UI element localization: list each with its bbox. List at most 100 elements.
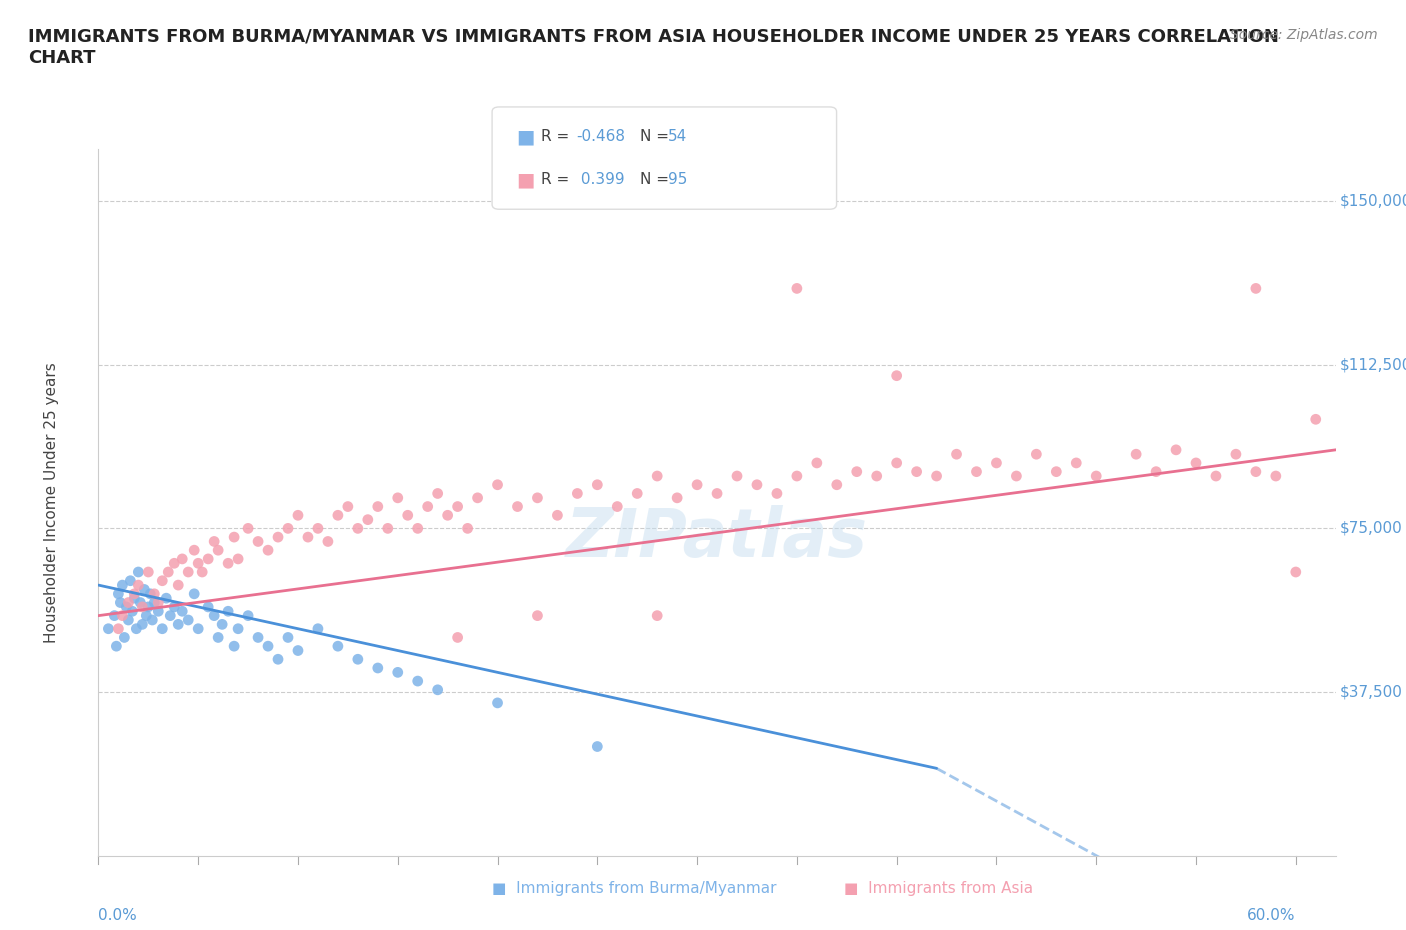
Point	[316, 534, 339, 549]
Text: $37,500: $37,500	[1340, 684, 1403, 699]
Point	[172, 551, 194, 566]
Text: R =: R =	[541, 172, 575, 187]
Point	[426, 486, 449, 501]
Point	[1144, 464, 1167, 479]
Point	[177, 565, 200, 579]
Point	[236, 608, 259, 623]
Point	[159, 608, 181, 623]
Point	[115, 600, 138, 615]
Point	[107, 621, 129, 636]
Text: ■: ■	[516, 170, 534, 189]
Point	[148, 595, 170, 610]
Point	[307, 521, 329, 536]
Point	[966, 464, 988, 479]
Point	[163, 600, 186, 615]
Point	[197, 600, 219, 615]
Point	[224, 530, 246, 545]
Point	[111, 578, 134, 592]
Point	[247, 534, 270, 549]
Point	[706, 486, 728, 501]
Text: N =: N =	[640, 129, 673, 144]
Point	[129, 595, 152, 610]
Point	[163, 556, 186, 571]
Point	[202, 534, 225, 549]
Point	[127, 578, 149, 592]
Point	[506, 499, 529, 514]
Text: Source: ZipAtlas.com: Source: ZipAtlas.com	[1230, 28, 1378, 42]
Point	[446, 630, 468, 644]
Point	[1125, 446, 1147, 461]
Point	[626, 486, 648, 501]
Point	[167, 617, 190, 631]
Point	[786, 281, 808, 296]
Point	[645, 608, 668, 623]
Point	[124, 591, 146, 605]
Text: ■  Immigrants from Burma/Myanmar: ■ Immigrants from Burma/Myanmar	[492, 881, 776, 896]
Point	[1185, 456, 1208, 471]
Text: ■: ■	[516, 127, 534, 146]
Point	[150, 573, 173, 588]
Point	[745, 477, 768, 492]
Point	[1264, 469, 1286, 484]
Point	[416, 499, 439, 514]
Text: 0.399: 0.399	[576, 172, 626, 187]
Point	[267, 652, 290, 667]
Point	[886, 368, 908, 383]
Point	[172, 604, 194, 618]
Point	[567, 486, 589, 501]
Point	[526, 608, 548, 623]
Point	[207, 543, 229, 558]
Point	[1205, 469, 1227, 484]
Text: IMMIGRANTS FROM BURMA/MYANMAR VS IMMIGRANTS FROM ASIA HOUSEHOLDER INCOME UNDER 2: IMMIGRANTS FROM BURMA/MYANMAR VS IMMIGRA…	[28, 28, 1279, 67]
Point	[446, 499, 468, 514]
Text: -0.468: -0.468	[576, 129, 626, 144]
Point	[367, 660, 389, 675]
Point	[467, 490, 489, 505]
Point	[1244, 281, 1267, 296]
Point	[257, 543, 280, 558]
Point	[457, 521, 479, 536]
Point	[131, 617, 153, 631]
Point	[645, 469, 668, 484]
Text: 0.0%: 0.0%	[98, 908, 138, 923]
Point	[1164, 443, 1187, 458]
Point	[1285, 565, 1308, 579]
Point	[187, 556, 209, 571]
Point	[406, 521, 429, 536]
Point	[183, 543, 205, 558]
Point	[135, 608, 157, 623]
Point	[1064, 456, 1087, 471]
Point	[287, 644, 309, 658]
Point	[986, 456, 1008, 471]
Point	[1225, 446, 1247, 461]
Point	[377, 521, 399, 536]
Point	[396, 508, 419, 523]
Point	[287, 508, 309, 523]
Point	[426, 683, 449, 698]
Point	[866, 469, 889, 484]
Text: $112,500: $112,500	[1340, 357, 1406, 372]
Point	[183, 587, 205, 602]
Point	[125, 621, 148, 636]
Point	[925, 469, 948, 484]
Point	[326, 639, 349, 654]
Point	[202, 608, 225, 623]
Point	[387, 490, 409, 505]
Point	[97, 621, 120, 636]
Point	[143, 587, 166, 602]
Point	[1085, 469, 1108, 484]
Point	[1005, 469, 1028, 484]
Point	[107, 587, 129, 602]
Point	[117, 613, 139, 628]
Point	[267, 530, 290, 545]
Point	[110, 595, 132, 610]
Point	[766, 486, 789, 501]
Text: ZIPatlas: ZIPatlas	[567, 505, 868, 570]
Point	[187, 621, 209, 636]
Point	[226, 551, 249, 566]
Point	[686, 477, 709, 492]
Point	[226, 621, 249, 636]
Point	[277, 630, 299, 644]
Point	[105, 639, 128, 654]
Point	[945, 446, 967, 461]
